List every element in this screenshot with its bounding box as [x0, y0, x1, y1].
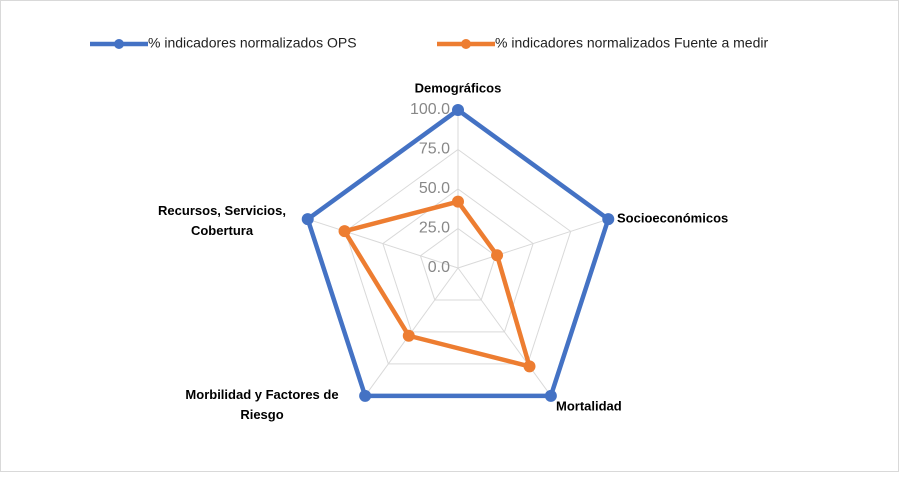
spoke [457, 267, 552, 397]
point [338, 225, 351, 238]
tick-label: 50.0 [419, 180, 450, 197]
point [452, 104, 464, 116]
legend-label: % indicadores normalizados OPS [148, 35, 357, 51]
spoke [307, 218, 459, 269]
category-label: Socioeconómicos [617, 210, 728, 225]
point [491, 249, 504, 262]
point [359, 389, 372, 402]
tick-label: 100.0 [410, 101, 450, 118]
category-label: Mortalidad [556, 398, 622, 413]
category-label: Recursos, Servicios, Cobertura [158, 203, 286, 238]
tick-label: 25.0 [419, 220, 450, 237]
point [602, 213, 615, 226]
grid-ring [382, 188, 534, 333]
point [301, 213, 314, 226]
series-line [342, 199, 532, 369]
legend-marker [461, 39, 471, 49]
tick-label: 0.0 [428, 259, 450, 276]
legend-marker [114, 39, 124, 49]
series-line [305, 107, 611, 399]
point [544, 389, 557, 402]
point [402, 329, 415, 342]
point [452, 195, 464, 208]
legend-label: % indicadores normalizados Fuente a medi… [495, 35, 768, 51]
grid-ring [344, 148, 572, 365]
category-label: Morbilidad y Factores de Riesgo [185, 387, 338, 422]
tick-label: 75.0 [419, 141, 450, 158]
point [523, 360, 536, 373]
category-label: Demográficos [415, 80, 502, 95]
grid-ring [419, 227, 497, 301]
spoke [457, 218, 609, 269]
